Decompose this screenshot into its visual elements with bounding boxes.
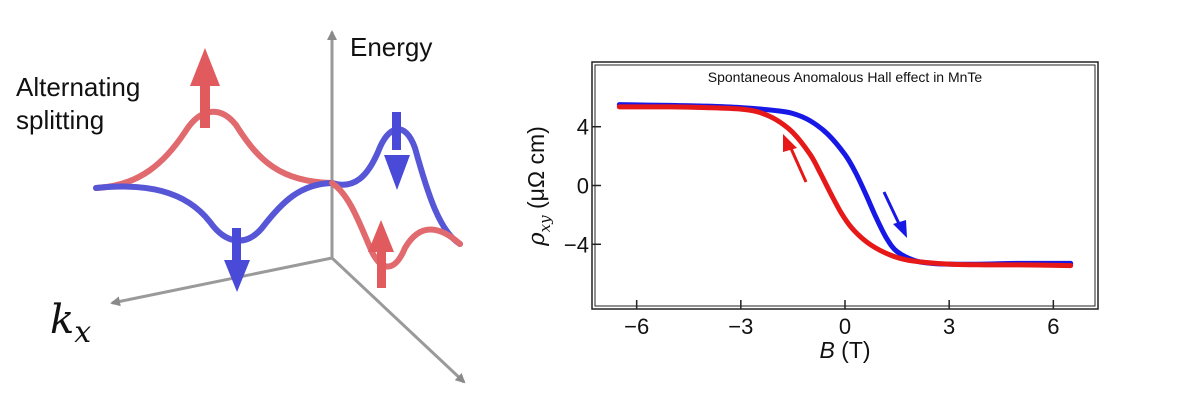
- y-axis-label-unit: (μΩ cm): [523, 126, 549, 215]
- plot-frame-outer: [591, 61, 1099, 310]
- hall-resistivity-chart: Spontaneous Anomalous Hall effect in MnT…: [523, 61, 1099, 363]
- kx-label-base: k: [50, 297, 74, 343]
- x-ticks: −6 −3 0 3 6: [624, 300, 1059, 339]
- up-sweep-series-line: [616, 104, 1074, 269]
- right-red-band: [329, 180, 463, 270]
- x-tick-label: 3: [943, 314, 955, 339]
- energy-label: Energy: [350, 32, 432, 62]
- blue-down-arrow-icon: [224, 228, 250, 292]
- y-tick-label: −4: [564, 232, 589, 257]
- series-layer: [616, 102, 1074, 269]
- splitting-label-line2: splitting: [16, 105, 104, 135]
- kx-label: kx: [50, 297, 91, 350]
- splitting-label-line1: Alternating: [16, 72, 140, 102]
- x-axis-label: B (T): [819, 337, 870, 363]
- x-tick-label: −6: [624, 314, 649, 339]
- x-axis-label-symbol: B: [819, 337, 834, 363]
- red-up-arrow-icon: [368, 220, 394, 288]
- y-ticks: 4 0 −4: [564, 115, 601, 257]
- left-blue-band: [93, 180, 335, 244]
- x-axis-label-unit: (T): [835, 337, 871, 363]
- ky-axis: [330, 256, 466, 384]
- down-sweep-series-line: [616, 102, 1074, 267]
- kx-axis: [110, 256, 333, 307]
- blue-sweep-arrow-icon: [882, 191, 907, 238]
- y-tick-label: 4: [577, 115, 589, 140]
- y-axis-label-sub: xy: [536, 215, 554, 232]
- red-up-arrow-icon: [190, 48, 220, 128]
- diagram-axes: [110, 30, 466, 384]
- altermagnet-band-diagram: Energy Alternating splitting kx: [16, 30, 466, 384]
- blue-down-arrow-icon: [384, 112, 410, 190]
- plot-frame-inner: [594, 64, 1096, 307]
- left-red-band: [93, 108, 335, 191]
- y-tick-label: 0: [577, 174, 589, 199]
- y-axis-label-symbol: ρ: [524, 232, 550, 247]
- band-curves: [93, 108, 463, 270]
- x-tick-label: 0: [839, 314, 851, 339]
- red-sweep-arrow-icon: [783, 134, 808, 183]
- chart-title: Spontaneous Anomalous Hall effect in MnT…: [708, 69, 983, 85]
- x-tick-label: 6: [1047, 314, 1059, 339]
- kx-label-sub: x: [74, 315, 91, 350]
- x-tick-label: −3: [728, 314, 753, 339]
- y-axis-label: ρxy (μΩ cm): [523, 126, 554, 247]
